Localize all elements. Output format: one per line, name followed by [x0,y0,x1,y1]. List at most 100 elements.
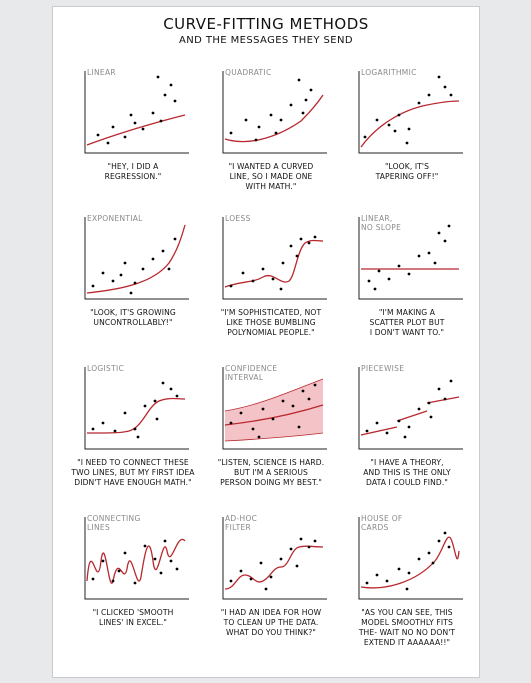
data-point [295,254,299,258]
plot-axes [84,367,189,450]
data-point [279,287,283,291]
method-caption: "I'M SOPHISTICATED, NOT LIKE THOSE BUMBL… [220,308,322,337]
data-point [133,121,137,125]
data-point [443,397,447,401]
data-point [163,539,167,543]
data-point [153,399,157,403]
data-point [271,417,275,421]
plot [73,211,193,306]
data-point [133,281,137,285]
plot-axes [358,71,463,154]
fit-curve [224,239,324,288]
data-point [313,539,317,543]
data-point [151,111,155,115]
method-label: PIECEWISE [361,364,405,373]
fit-curve [224,94,324,143]
data-point [143,404,147,408]
data-point [299,237,303,241]
data-point [447,224,451,228]
data-point [244,118,248,122]
data-point [241,271,245,275]
data-point [429,415,433,419]
data-point [173,237,177,241]
data-point [123,551,127,555]
data-point [175,394,179,398]
data-point [291,404,295,408]
data-point [239,569,243,573]
data-point [405,141,409,145]
data-point [417,407,421,411]
method-caption: "I WANTED A CURVED LINE, SO I MADE ONE W… [228,162,314,191]
data-point [279,118,283,122]
data-point [375,421,379,425]
data-point [257,435,261,439]
plot-axes [222,367,327,450]
data-point [261,267,265,271]
plot-axes [84,517,189,600]
plot-axes [358,367,463,450]
method-caption: "I'M MAKING A SCATTER PLOT BUT I DON'T W… [369,308,445,337]
data-point [307,397,311,401]
data-point [405,587,409,591]
data-point [427,401,431,405]
method-caption: "I HAD AN IDEA FOR HOW TO CLEAN UP THE D… [220,608,322,637]
method-label: AD-HOC FILTER [225,514,258,532]
data-point [159,571,163,575]
method-label: CONNECTING LINES [87,514,141,532]
method-label: QUADRATIC [225,68,272,77]
data-point [443,85,447,89]
data-point [155,417,159,421]
data-point [387,277,391,281]
data-point [407,127,411,131]
data-point [289,547,293,551]
data-point [375,573,379,577]
plot-graphic [358,217,463,300]
plot [211,211,331,306]
data-point [269,575,273,579]
data-point [91,577,95,581]
data-point [437,539,441,543]
data-point [133,581,137,585]
fit-curve [360,396,460,436]
data-point [129,291,133,295]
method-caption: "HEY, I DID A REGRESSION." [104,162,162,181]
plot-graphic [358,71,463,154]
plot-graphic [358,367,463,450]
data-point [437,75,441,79]
data-point [307,545,311,549]
plot [347,211,467,306]
data-point [417,101,421,105]
data-point [153,557,157,561]
data-point [136,435,140,439]
data-point [101,559,105,563]
data-point [449,379,453,383]
data-point [117,569,121,573]
plot [73,65,193,160]
method-label: CONFIDENCE INTERVAL [225,364,278,382]
plot [73,361,193,456]
data-point [367,279,371,283]
data-point [289,103,293,107]
method-label: HOUSE OF CARDS [361,514,403,532]
data-point [159,119,163,123]
data-point [269,113,273,117]
fit-curve [86,397,186,434]
method-caption: "LISTEN, SCIENCE IS HARD. BUT I'M A SERI… [217,458,325,487]
data-point [141,127,145,131]
plot [347,511,467,606]
data-point [229,131,233,135]
data-point [299,537,303,541]
data-point [304,98,308,102]
data-point [123,261,127,265]
data-point [279,557,283,561]
data-point [119,273,123,277]
plot [347,361,467,456]
comic-title: CURVE-FITTING METHODS [163,15,369,33]
band-edge [224,378,324,412]
data-point [437,231,441,235]
data-point [123,411,127,415]
plot-graphic [358,517,463,600]
plot-axes [84,71,189,154]
data-point [427,551,431,555]
fit-curve [224,404,324,426]
